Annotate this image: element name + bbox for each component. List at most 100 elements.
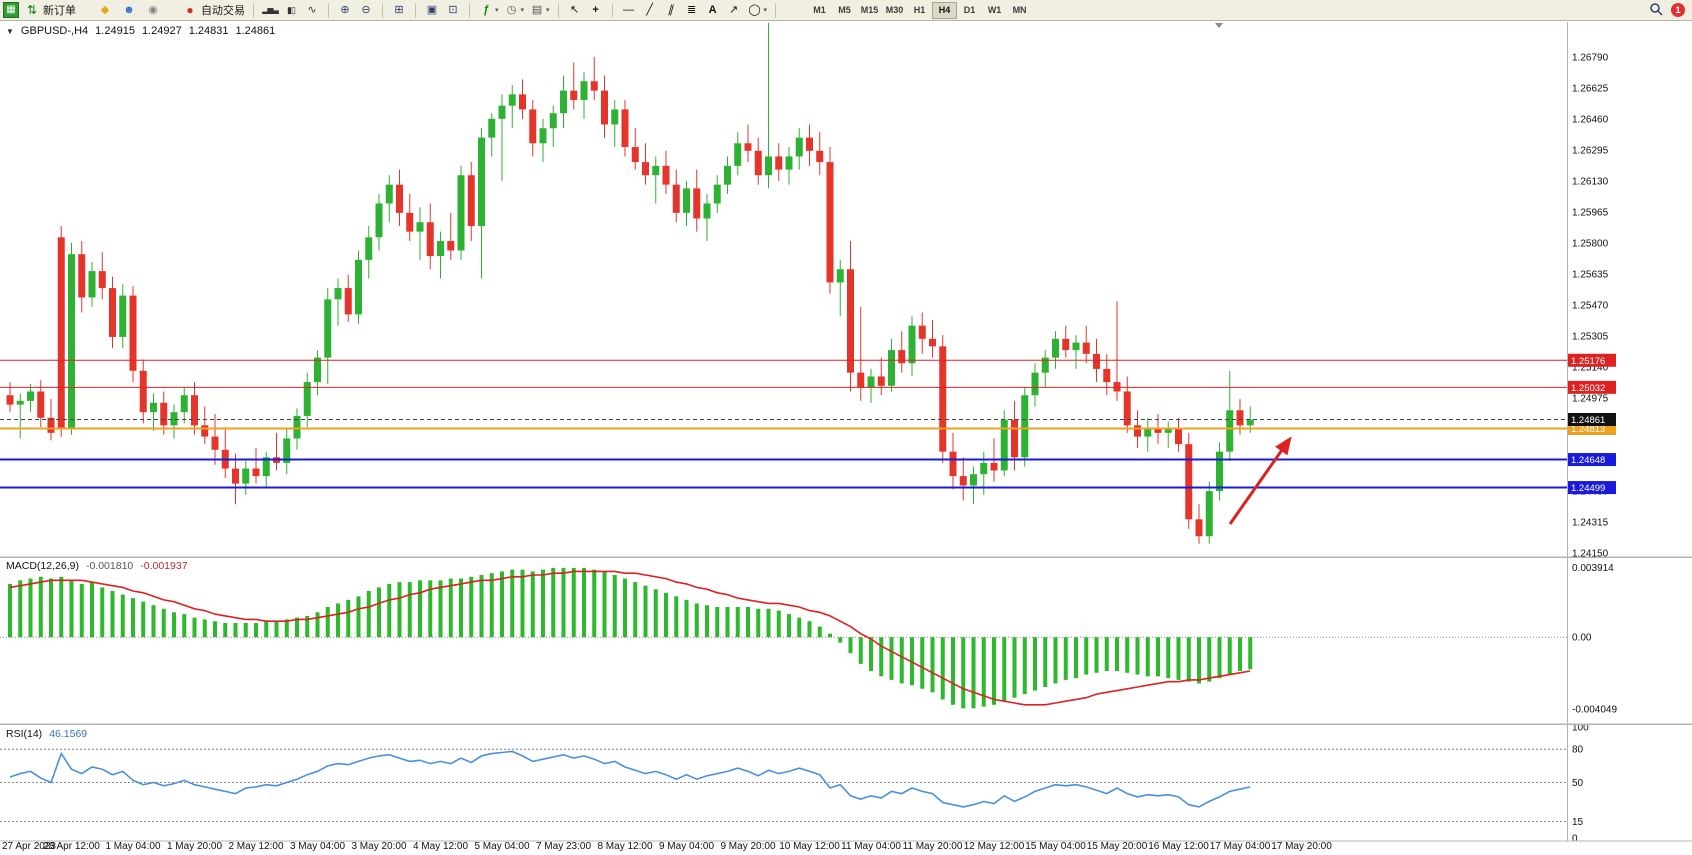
candle-body (590, 81, 598, 91)
timeframe-m1[interactable]: M1 (813, 5, 826, 15)
svg-text:80: 80 (1572, 745, 1584, 756)
profile-icon[interactable] (121, 2, 137, 18)
macd-bar (879, 637, 884, 677)
templates-dropdown-icon[interactable]: ▾ (546, 7, 550, 14)
candle-body (57, 237, 65, 430)
text-label-icon[interactable] (705, 2, 721, 18)
toolbar-separator (611, 2, 613, 18)
svg-text:12 May 12:00: 12 May 12:00 (964, 841, 1025, 852)
metaeditor-icon[interactable] (97, 2, 113, 18)
macd-bar (571, 567, 576, 638)
macd-bar (858, 637, 863, 664)
timeframe-mn[interactable]: MN (1012, 5, 1027, 15)
timeframe-h1[interactable]: H1 (913, 5, 926, 15)
timeframe-h4[interactable]: H4 (932, 1, 958, 19)
level-lines[interactable] (0, 359, 1567, 489)
toolbar-separator (253, 2, 254, 18)
macd-bar (1125, 637, 1130, 673)
cascade-windows-icon[interactable] (445, 2, 461, 18)
svg-text:11 May 04:00: 11 May 04:00 (841, 841, 901, 852)
crosshair-icon[interactable] (588, 2, 604, 18)
candle-body (416, 222, 424, 232)
timeframe-m30[interactable]: M30 (885, 5, 904, 15)
panel-splitter[interactable] (0, 556, 1692, 559)
fibonacci-icon[interactable] (684, 2, 700, 18)
cursor-icon[interactable] (567, 2, 583, 18)
candle-body (119, 295, 127, 337)
candle-body (344, 288, 352, 315)
candle-body (785, 156, 793, 170)
shapes-icon[interactable] (747, 2, 763, 18)
macd-bar (1207, 637, 1212, 682)
panel-splitter[interactable] (0, 840, 1692, 842)
panel-splitter[interactable] (0, 723, 1692, 726)
macd-bar (479, 575, 484, 638)
symbol-dropdown-icon[interactable]: ▼ (6, 26, 14, 36)
candlestick-chart-icon[interactable] (283, 2, 299, 18)
candle-body (78, 254, 86, 298)
search-icon[interactable] (1649, 2, 1665, 18)
new-order-button[interactable]: 新订单 (21, 1, 79, 19)
macd-bar (336, 603, 340, 638)
price-tag: 1.25176 (1568, 353, 1616, 367)
candle-body (867, 376, 875, 388)
macd-bar (407, 582, 412, 638)
notification-badge[interactable]: 1 (1671, 3, 1685, 17)
indicators-icon[interactable] (478, 2, 494, 18)
timeframe-w1[interactable]: W1 (987, 5, 1002, 15)
svg-text:-0.004049: -0.004049 (1572, 705, 1617, 716)
price-tag: 1.24861 (1568, 412, 1616, 426)
macd-bar (1104, 637, 1109, 671)
community-icon[interactable] (145, 2, 161, 18)
arrow-annotation[interactable] (1228, 436, 1292, 525)
macd-bar (69, 580, 74, 638)
zoom-in-icon[interactable] (337, 2, 353, 18)
macd-bar (869, 637, 873, 671)
candle-body (324, 299, 332, 358)
candle-body (631, 147, 639, 163)
shapes-dropdown-icon[interactable]: ▾ (763, 7, 768, 14)
bar-chart-icon[interactable] (262, 2, 278, 18)
indicators-dropdown-icon[interactable]: ▾ (495, 7, 499, 14)
autotrading-button[interactable]: 自动交易 (179, 1, 248, 19)
candle-body (1175, 429, 1182, 445)
svg-text:1.25032: 1.25032 (1571, 383, 1605, 394)
timeframe-m15[interactable]: M15 (860, 5, 879, 15)
macd-bar (100, 587, 105, 638)
chart-shift-marker-icon[interactable] (1215, 23, 1223, 28)
main-toolbar: 新订单 自动交易 ▾ ▾ ▾ ▾ M1 M5 M15 M30 H1 H4 D1 W1 MN 1 (0, 0, 1692, 21)
low-value: 1.24831 (188, 25, 229, 37)
line-chart-icon[interactable] (304, 2, 320, 18)
candle-body (970, 474, 977, 486)
svg-text:10 May 12:00: 10 May 12:00 (779, 841, 840, 852)
candle-body (918, 325, 926, 339)
candle-body (426, 222, 434, 257)
macd-main-value: -0.001810 (85, 560, 134, 572)
macd-bar (59, 576, 64, 638)
templates-icon[interactable] (529, 2, 545, 18)
horizontal-line-icon[interactable] (621, 2, 637, 18)
macd-bar (325, 607, 330, 638)
svg-text:3 May 04:00: 3 May 04:00 (290, 841, 345, 852)
auto-arrange-icon[interactable] (424, 2, 440, 18)
candle-body (611, 109, 619, 125)
timeframe-m5[interactable]: M5 (838, 5, 851, 15)
chart-window-icon[interactable] (3, 2, 19, 18)
candle-body (365, 237, 373, 260)
arrows-icon[interactable] (726, 2, 742, 18)
periods-dropdown-icon[interactable]: ▾ (520, 7, 525, 14)
macd-bar (623, 578, 627, 638)
periods-icon[interactable] (504, 2, 520, 18)
timeframe-d1[interactable]: D1 (963, 5, 976, 15)
svg-text:3 May 20:00: 3 May 20:00 (351, 841, 406, 852)
candle-body (170, 412, 178, 426)
equidistant-channel-icon[interactable] (660, 2, 680, 18)
zoom-out-icon[interactable] (358, 2, 374, 18)
tile-windows-icon[interactable] (391, 2, 407, 18)
candle-body (734, 143, 742, 166)
macd-bar (541, 569, 545, 638)
trendline-icon[interactable] (642, 2, 658, 18)
